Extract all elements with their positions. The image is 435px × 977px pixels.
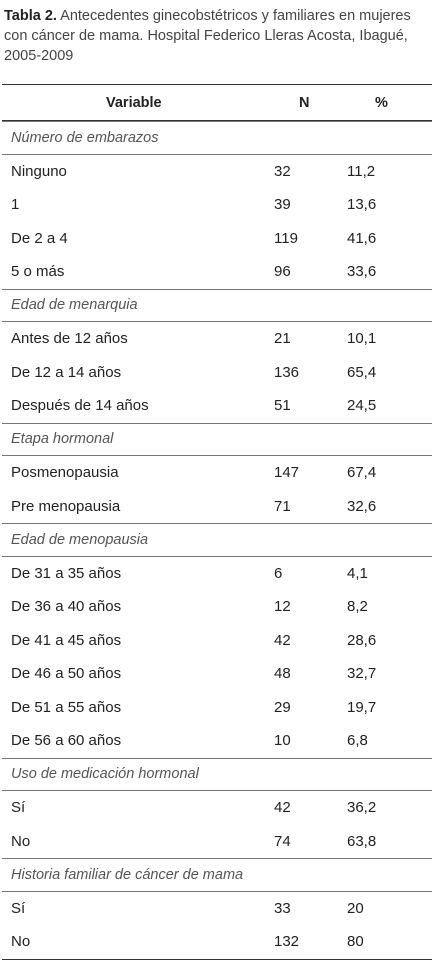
table-row: De 41 a 45 años 42 28,6 bbox=[2, 624, 432, 658]
table-row: Pre menopausia 71 32,6 bbox=[2, 490, 432, 524]
cell-percent: 63,8 bbox=[347, 832, 377, 850]
cell-percent: 4,1 bbox=[347, 564, 368, 582]
table-row: Sí 33 20 bbox=[2, 892, 432, 926]
cell-n: 10 bbox=[274, 732, 291, 750]
table-row: De 56 a 60 años 10 6,8 bbox=[2, 724, 432, 758]
cell-percent: 28,6 bbox=[347, 631, 377, 649]
cell-n: 42 bbox=[274, 631, 291, 649]
cell-percent: 67,4 bbox=[347, 464, 377, 482]
cell-n: 147 bbox=[274, 464, 300, 482]
cell-n: 71 bbox=[274, 497, 291, 515]
cell-n: 42 bbox=[274, 799, 291, 817]
cell-n: 33 bbox=[274, 899, 291, 917]
section-title: Historia familiar de cáncer de mama bbox=[11, 866, 244, 883]
cell-percent: 65,4 bbox=[347, 363, 377, 381]
cell-n: 32 bbox=[274, 162, 291, 180]
cell-variable: No bbox=[11, 933, 31, 951]
table-caption: Tabla 2. Antecedentes ginecobstétricos y… bbox=[4, 6, 430, 66]
table-row: Sí 42 36,2 bbox=[2, 791, 432, 825]
cell-percent: 32,6 bbox=[347, 497, 377, 515]
cell-n: 6 bbox=[274, 564, 283, 582]
cell-n: 132 bbox=[274, 933, 300, 951]
cell-variable: 5 o más bbox=[11, 263, 65, 281]
table-row: Posmenopausia 147 67,4 bbox=[2, 456, 432, 490]
section-header-row: Etapa hormonal bbox=[2, 422, 432, 456]
cell-variable: Sí bbox=[11, 899, 26, 917]
section-header-row: Edad de menopausia bbox=[2, 523, 432, 557]
cell-n: 29 bbox=[274, 698, 291, 716]
cell-n: 48 bbox=[274, 665, 291, 683]
cell-variable: Ninguno bbox=[11, 162, 67, 180]
section-header-row: Uso de medicación hormonal bbox=[2, 757, 432, 791]
data-table: Variable N % Número de embarazos Ninguno 3… bbox=[2, 84, 432, 960]
cell-n: 39 bbox=[274, 196, 291, 214]
cell-variable: De 56 a 60 años bbox=[11, 732, 122, 750]
cell-variable: Antes de 12 años bbox=[11, 330, 128, 348]
cell-percent: 6,8 bbox=[347, 732, 368, 750]
cell-n: 21 bbox=[274, 330, 291, 348]
table-row: De 36 a 40 años 12 8,2 bbox=[2, 590, 432, 624]
cell-percent: 10,1 bbox=[347, 330, 377, 348]
table-row: De 46 a 50 años 48 32,7 bbox=[2, 657, 432, 691]
cell-n: 51 bbox=[274, 397, 291, 415]
table-row: No 132 80 bbox=[2, 925, 432, 959]
table-row: De 51 a 55 años 29 19,7 bbox=[2, 691, 432, 725]
table-row: 1 39 13,6 bbox=[2, 188, 432, 222]
table-header-row: Variable N % bbox=[2, 84, 432, 121]
cell-percent: 24,5 bbox=[347, 397, 377, 415]
cell-percent: 19,7 bbox=[347, 698, 377, 716]
cell-variable: De 2 a 4 bbox=[11, 229, 68, 247]
header-percent: % bbox=[375, 94, 388, 111]
table-row: De 31 a 35 años 6 4,1 bbox=[2, 557, 432, 591]
cell-variable: No bbox=[11, 832, 31, 850]
cell-variable: De 46 a 50 años bbox=[11, 665, 122, 683]
table-row: Ninguno 32 11,2 bbox=[2, 155, 432, 189]
section-title: Uso de medicación hormonal bbox=[11, 766, 199, 783]
cell-n: 136 bbox=[274, 363, 300, 381]
header-n: N bbox=[299, 94, 310, 111]
cell-variable: De 41 a 45 años bbox=[11, 631, 122, 649]
section-title: Edad de menarquia bbox=[11, 297, 138, 314]
section-header-row: Edad de menarquia bbox=[2, 288, 432, 322]
table-row: De 2 a 4 119 41,6 bbox=[2, 222, 432, 256]
cell-variable: Después de 14 años bbox=[11, 397, 149, 415]
section-header-row: Historia familiar de cáncer de mama bbox=[2, 858, 432, 892]
cell-variable: De 36 a 40 años bbox=[11, 598, 122, 616]
cell-percent: 11,2 bbox=[347, 162, 376, 180]
cell-n: 74 bbox=[274, 832, 291, 850]
cell-percent: 41,6 bbox=[347, 229, 377, 247]
cell-percent: 33,6 bbox=[347, 263, 377, 281]
cell-percent: 36,2 bbox=[347, 799, 377, 817]
section-title: Edad de menopausia bbox=[11, 531, 149, 548]
table-row: Después de 14 años 51 24,5 bbox=[2, 389, 432, 423]
cell-percent: 20 bbox=[347, 899, 364, 917]
section-title: Número de embarazos bbox=[11, 129, 159, 146]
table-row: De 12 a 14 años 136 65,4 bbox=[2, 356, 432, 390]
cell-percent: 13,6 bbox=[347, 196, 377, 214]
cell-variable: De 31 a 35 años bbox=[11, 564, 122, 582]
cell-percent: 80 bbox=[347, 933, 364, 951]
header-variable: Variable bbox=[106, 94, 162, 111]
table-row: No 74 63,8 bbox=[2, 825, 432, 859]
table-caption-label: Tabla 2. bbox=[4, 8, 57, 24]
table-row: 5 o más 96 33,6 bbox=[2, 255, 432, 289]
section-header-row: Número de embarazos bbox=[2, 121, 432, 155]
cell-n: 12 bbox=[274, 598, 291, 616]
table-bottom-rule bbox=[2, 958, 432, 960]
section-title: Etapa hormonal bbox=[11, 431, 114, 448]
cell-variable: De 12 a 14 años bbox=[11, 363, 122, 381]
cell-n: 119 bbox=[274, 229, 298, 247]
cell-variable: Pre menopausia bbox=[11, 497, 121, 515]
table-caption-text: Antecedentes ginecobstétricos y familiar… bbox=[4, 8, 411, 64]
table-body: Número de embarazos Ninguno 32 11,2 1 39 13,6 D… bbox=[2, 121, 432, 959]
cell-percent: 8,2 bbox=[347, 598, 368, 616]
cell-n: 96 bbox=[274, 263, 291, 281]
cell-percent: 32,7 bbox=[347, 665, 377, 683]
cell-variable: Posmenopausia bbox=[11, 464, 119, 482]
table-row: Antes de 12 años 21 10,1 bbox=[2, 322, 432, 356]
cell-variable: 1 bbox=[11, 196, 20, 214]
cell-variable: De 51 a 55 años bbox=[11, 698, 122, 716]
cell-variable: Sí bbox=[11, 799, 26, 817]
